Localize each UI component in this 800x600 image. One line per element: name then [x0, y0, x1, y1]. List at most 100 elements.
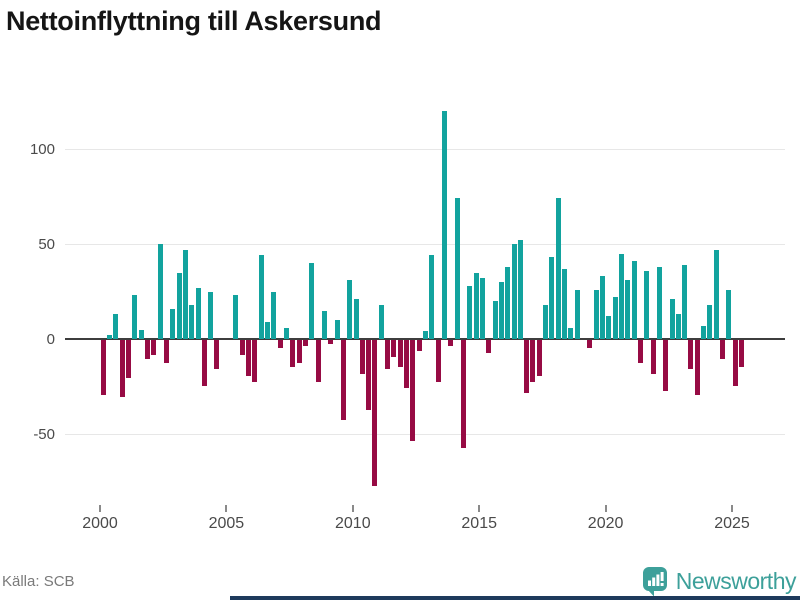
- quarter-bar: [631, 261, 637, 339]
- quarter-bar: [675, 314, 681, 339]
- quarter-bar: [460, 340, 466, 449]
- quarter-bar: [404, 340, 409, 388]
- quarter-bar: [340, 340, 346, 420]
- quarter-bar: [599, 276, 605, 339]
- h-gridline: [65, 434, 785, 435]
- quarter-bar: [587, 340, 593, 348]
- quarter-bar: [448, 340, 454, 346]
- quarter-bar: [669, 299, 675, 339]
- quarter-bar: [713, 249, 719, 339]
- quarter-bar: [441, 111, 447, 339]
- x-axis-zero-line: [65, 338, 785, 340]
- quarter-bar: [726, 289, 732, 339]
- quarter-bar: [246, 340, 251, 377]
- quarter-bar: [296, 340, 302, 363]
- quarter-bar: [397, 340, 403, 367]
- quarter-bar: [637, 340, 643, 363]
- quarter-bar: [258, 255, 264, 339]
- quarter-bar: [625, 280, 631, 339]
- quarter-bar: [125, 340, 131, 378]
- newsworthy-wordmark: Newsworthy: [675, 568, 797, 594]
- quarter-bar: [334, 320, 340, 339]
- quarter-bar: [265, 321, 270, 339]
- quarter-bar: [511, 244, 517, 339]
- y-axis-tick-label: 50: [38, 236, 55, 253]
- quarter-bar: [486, 340, 492, 354]
- quarter-bar: [182, 249, 188, 339]
- quarter-bar: [479, 278, 485, 339]
- quarter-bar: [555, 198, 561, 339]
- quarter-bar: [720, 340, 725, 359]
- quarter-bar: [429, 255, 435, 339]
- quarter-bar: [492, 301, 498, 339]
- quarter-bar: [151, 340, 157, 356]
- y-axis-tick-label: 0: [46, 331, 55, 348]
- x-axis-tick-label: 2010: [335, 515, 371, 532]
- quarter-bar: [524, 340, 530, 394]
- quarter-bar: [113, 314, 119, 339]
- newsworthy-brand: Newsworthy: [642, 566, 797, 597]
- quarter-bar: [543, 304, 549, 339]
- quarter-bar: [119, 340, 125, 397]
- quarter-bar: [536, 340, 542, 377]
- quarter-bar: [321, 310, 327, 339]
- x-axis-tick-mark: [604, 505, 607, 512]
- quarter-bar: [176, 272, 182, 339]
- quarter-bar: [701, 325, 707, 339]
- quarter-bar: [694, 340, 700, 396]
- quarter-bar: [473, 272, 479, 339]
- quarter-bar: [423, 331, 428, 339]
- x-axis-tick-label: 2025: [714, 515, 750, 532]
- quarter-bar: [739, 340, 744, 367]
- x-axis-tick-mark: [478, 505, 481, 512]
- quarter-bar: [315, 340, 321, 382]
- quarter-bar: [201, 340, 207, 386]
- quarter-bar: [252, 340, 258, 382]
- quarter-bar: [562, 268, 567, 339]
- quarter-bar: [618, 253, 624, 339]
- quarter-bar: [574, 289, 580, 339]
- quarter-bar: [435, 340, 441, 382]
- quarter-bar: [138, 329, 144, 339]
- quarter-bar: [612, 297, 618, 339]
- quarter-bar: [309, 263, 315, 339]
- quarter-bar: [707, 304, 713, 339]
- quarter-bar: [271, 291, 277, 339]
- quarter-bar: [144, 340, 150, 359]
- quarter-bar: [359, 340, 365, 375]
- quarter-bar: [208, 291, 214, 339]
- quarter-bar: [107, 335, 112, 339]
- quarter-bar: [416, 340, 422, 352]
- quarter-bar: [663, 340, 669, 392]
- quarter-bar: [233, 295, 239, 339]
- bottom-accent-rule: [230, 596, 800, 600]
- quarter-bar: [378, 304, 384, 339]
- quarter-bar: [132, 295, 138, 339]
- x-axis-tick-mark: [351, 505, 354, 512]
- newsworthy-logo-icon: [642, 567, 667, 597]
- quarter-bar: [454, 198, 460, 339]
- x-axis-tick-label: 2005: [208, 515, 245, 532]
- quarter-bar: [239, 340, 245, 356]
- quarter-bar: [688, 340, 694, 369]
- quarter-bar: [290, 340, 296, 367]
- quarter-bar: [353, 299, 359, 339]
- x-axis-tick-mark: [731, 505, 733, 512]
- quarter-bar: [100, 340, 106, 396]
- quarter-bar: [498, 282, 504, 339]
- y-axis-tick-label: -50: [33, 426, 55, 443]
- quarter-bar: [391, 340, 397, 358]
- x-axis-tick-mark: [99, 505, 101, 512]
- quarter-bar: [732, 340, 738, 386]
- quarter-bar: [606, 316, 612, 339]
- h-gridline: [65, 244, 785, 245]
- h-gridline: [65, 149, 785, 150]
- quarter-bar: [277, 340, 283, 348]
- quarter-bar: [549, 257, 555, 339]
- x-axis-tick-label: 2020: [587, 515, 624, 532]
- x-axis-tick-mark: [225, 505, 228, 512]
- quarter-bar: [372, 340, 378, 487]
- quarter-bar: [170, 308, 176, 339]
- quarter-bar: [505, 266, 511, 339]
